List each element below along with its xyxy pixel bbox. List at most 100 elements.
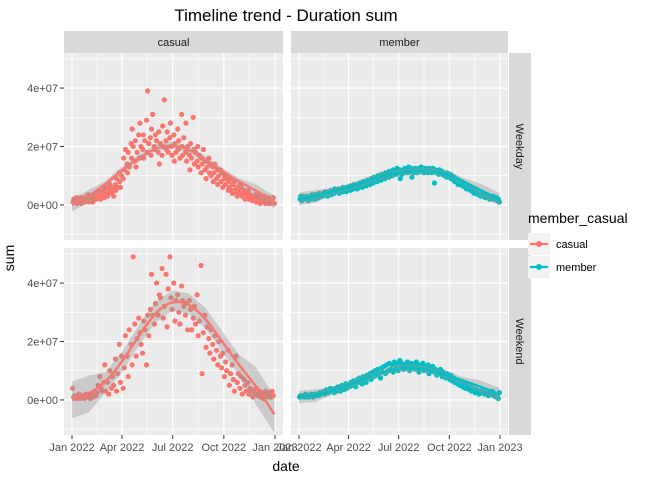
- data-point: [164, 129, 170, 135]
- data-point: [211, 170, 217, 176]
- trend-line: [298, 170, 500, 201]
- x-tick-label: Jan 2023: [252, 442, 297, 454]
- data-point: [140, 146, 146, 152]
- chart-title: Timeline trend - Duration sum: [174, 6, 397, 25]
- data-point: [431, 180, 438, 186]
- data-point: [126, 327, 132, 333]
- data-point: [121, 155, 127, 161]
- data-point: [161, 97, 167, 103]
- data-point: [148, 271, 155, 277]
- data-point: [145, 88, 151, 94]
- data-point: [130, 254, 136, 260]
- data-point: [199, 161, 205, 167]
- x-tick-label: Oct 2022: [427, 442, 472, 454]
- data-point: [169, 306, 175, 312]
- data-point: [397, 176, 403, 182]
- data-point: [206, 336, 212, 342]
- data-point: [143, 362, 150, 368]
- data-point: [190, 315, 196, 321]
- data-point: [185, 327, 191, 333]
- confidence-band: [72, 141, 275, 212]
- data-point: [94, 390, 100, 396]
- data-point: [270, 195, 276, 201]
- data-point: [163, 271, 169, 277]
- data-point: [200, 146, 206, 152]
- panels-layer: [64, 53, 508, 435]
- data-point: [152, 132, 158, 138]
- data-point: [152, 300, 158, 307]
- y-tick-label: 4e+07: [27, 278, 58, 290]
- data-point: [121, 365, 127, 371]
- legend-key-point: [536, 264, 542, 270]
- data-point: [203, 344, 209, 350]
- data-point: [137, 120, 143, 126]
- data-point: [184, 158, 190, 164]
- legend-key-point: [536, 241, 542, 247]
- data-point: [147, 306, 153, 312]
- data-point: [160, 123, 166, 129]
- y-tick-label: 0e+00: [27, 395, 58, 407]
- data-point: [226, 382, 232, 388]
- data-point: [129, 362, 135, 368]
- data-point: [409, 174, 415, 180]
- data-point: [211, 356, 217, 362]
- trend-line: [298, 366, 500, 399]
- data-point: [140, 350, 146, 356]
- data-point: [194, 292, 200, 298]
- data-point: [155, 149, 161, 155]
- data-point: [195, 164, 201, 170]
- data-point: [189, 327, 195, 333]
- data-point: [132, 321, 138, 327]
- data-point: [118, 353, 125, 359]
- data-point: [129, 126, 135, 132]
- data-point: [165, 149, 171, 155]
- data-point: [171, 280, 177, 286]
- data-point: [143, 117, 150, 123]
- data-point: [353, 384, 359, 390]
- data-point: [106, 391, 112, 397]
- strips-layer: casual member Weekday Weekend: [64, 31, 531, 435]
- data-point: [107, 368, 113, 374]
- data-point: [111, 382, 117, 388]
- data-point: [136, 132, 142, 138]
- data-point: [167, 135, 173, 141]
- y-tick-label: 4e+07: [27, 83, 58, 95]
- legend-label-casual: casual: [556, 239, 588, 251]
- data-point: [198, 170, 204, 176]
- data-point: [97, 374, 103, 380]
- data-point: [153, 280, 160, 286]
- strip-weekday-label: Weekday: [513, 124, 525, 170]
- data-point: [117, 179, 123, 185]
- x-tick-label: Apr 2022: [100, 442, 145, 454]
- data-point: [171, 132, 177, 138]
- data-point: [151, 321, 157, 327]
- data-point: [245, 379, 251, 385]
- data-point: [194, 158, 200, 164]
- x-tick-label: Jul 2022: [152, 442, 194, 454]
- x-tick-label: Jan 2023: [477, 442, 522, 454]
- y-tick-label: 2e+07: [27, 337, 58, 349]
- data-point: [195, 333, 201, 339]
- data-point: [269, 388, 275, 394]
- x-tick-label: Jan 2022: [276, 442, 321, 454]
- data-point: [375, 366, 381, 372]
- data-point: [176, 138, 182, 144]
- data-point: [159, 152, 165, 158]
- confidence-band: [299, 364, 500, 404]
- data-point: [187, 167, 193, 173]
- data-point: [221, 374, 227, 380]
- data-point: [160, 315, 166, 321]
- trend-line: [71, 144, 276, 206]
- data-point: [125, 374, 131, 380]
- data-point: [133, 164, 139, 170]
- series-casual-weekend: [70, 254, 276, 433]
- data-point: [219, 365, 225, 371]
- data-point: [120, 176, 126, 182]
- data-point: [199, 371, 205, 377]
- confidence-band: [299, 167, 500, 206]
- data-point: [163, 138, 169, 144]
- data-point: [140, 132, 146, 138]
- x-axis-title: date: [272, 458, 299, 474]
- panel-casual-weekend: [64, 248, 283, 435]
- data-point: [117, 184, 123, 190]
